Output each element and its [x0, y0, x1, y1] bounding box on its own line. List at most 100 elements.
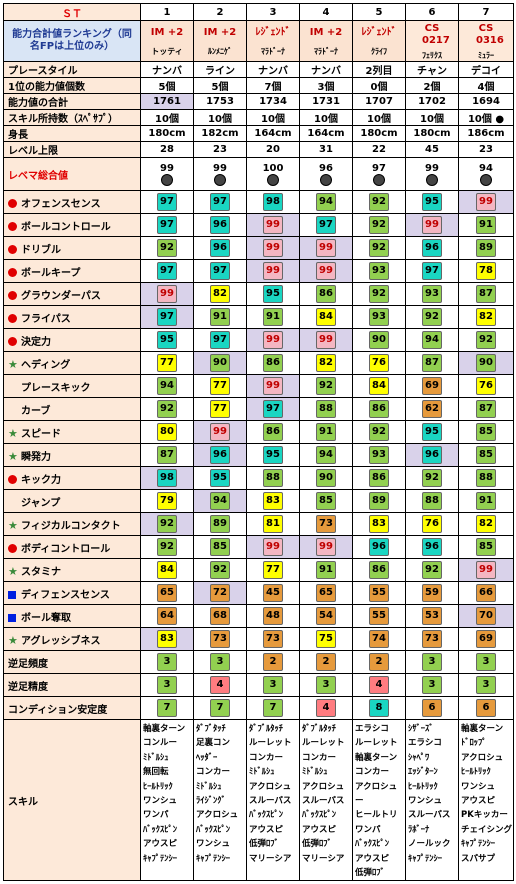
ability-value: 77	[210, 400, 230, 418]
ability-value: 77	[263, 561, 283, 579]
cell-skills: 10個	[140, 109, 194, 126]
ability-cell: 92	[352, 236, 406, 260]
cond-value: 4	[316, 699, 336, 717]
cell-lvcap: 23	[458, 141, 514, 158]
ability-value: 55	[369, 607, 389, 625]
player-card[interactable]: CS 0217 ﾌｪﾘｸｽ	[405, 20, 459, 62]
cond-cell: 3	[193, 650, 247, 674]
ability-value: 91	[316, 561, 336, 579]
ability-value: 82	[476, 308, 496, 326]
cond-label: 逆足精度	[3, 673, 141, 697]
ability-value: 87	[476, 285, 496, 303]
skill-item: 無回転	[143, 767, 169, 778]
ability-cell: 82	[193, 282, 247, 306]
ability-cell: 83	[140, 627, 194, 651]
ability-row: グラウンダーパス 99 82 95 86 92 93 87	[3, 282, 514, 306]
red-dot-icon	[8, 336, 17, 346]
cell-lvcap: 20	[246, 141, 300, 158]
player-card[interactable]: ﾚｼﾞｪﾝﾄﾞ ｸﾗｲﾌ	[352, 20, 406, 62]
player-card[interactable]: IM +2 ﾙﾝﾒﾆｹﾞ	[193, 20, 247, 62]
cond-value: 3	[157, 676, 177, 694]
row-label: プレースタイル	[3, 61, 141, 78]
ability-row: オフェンスセンス 97 97 98 94 92 95 99	[3, 190, 514, 214]
ability-cell: 92	[140, 535, 194, 559]
ability-name: プレースキック	[21, 382, 91, 394]
cell-lvcap: 31	[299, 141, 353, 158]
skill-item: スパサプ	[461, 853, 496, 864]
ability-value: 65	[157, 584, 177, 602]
skill-list: ﾀﾞﾌﾞﾙﾀｯﾁ ルーレット コンカー ﾐﾄﾞﾙｼｭ アクロシュ スルーパス ﾊﾞｯｸｽﾋﾟ…	[246, 718, 300, 882]
ability-cell: 87	[458, 397, 514, 421]
ability-name: グラウンダーパス	[21, 290, 101, 302]
ability-value: 98	[157, 469, 177, 487]
ability-cell: 87	[140, 443, 194, 467]
cond-cell: 6	[458, 696, 514, 720]
ability-value: 92	[422, 469, 442, 487]
cell-lvcap: 45	[405, 141, 459, 158]
ability-cell: 55	[352, 604, 406, 628]
cond-cell: 3	[140, 673, 194, 697]
player-kind: IM +2	[309, 27, 343, 38]
red-dot-icon	[8, 290, 17, 300]
cond-label: 逆足頻度	[3, 650, 141, 674]
ability-value: 65	[316, 584, 336, 602]
ability-value: 97	[210, 331, 230, 349]
cond-cell: 7	[193, 696, 247, 720]
skill-item: ワンシュ	[461, 781, 496, 792]
cell-height: 164cm	[246, 125, 300, 142]
ability-value: 68	[210, 607, 230, 625]
ability-value: 86	[263, 423, 283, 441]
ability-value: 95	[263, 285, 283, 303]
skill-item: ﾐﾄﾞﾙｼｭ	[302, 767, 328, 778]
cond-value: 2	[369, 653, 389, 671]
player-card[interactable]: IM +2 トッティ	[140, 20, 194, 62]
star-icon: ★	[8, 633, 18, 647]
ability-cell: 80	[140, 420, 194, 444]
ability-cell: 83	[246, 489, 300, 513]
player-kind: ﾚｼﾞｪﾝﾄﾞ	[255, 27, 291, 38]
ability-cell: 85	[458, 443, 514, 467]
player-card[interactable]: CS 0316 ﾐｭﾗｰ	[458, 20, 514, 62]
ability-value: 84	[316, 308, 336, 326]
player-kind: ﾚｼﾞｪﾝﾄﾞ	[361, 27, 397, 38]
row-skills: スキル所持数（ｽﾍﾟｻﾌﾟ） 10個 10個 10個 10個 10個 10個 10個 ●	[3, 109, 514, 126]
ability-cell: 86	[352, 466, 406, 490]
skill-item: アウスピ	[249, 824, 284, 835]
skill-item: コンカー	[249, 752, 284, 763]
skill-item: 足裏コン	[196, 738, 231, 749]
ability-cell: 85	[193, 535, 247, 559]
ability-row: ボディコントロール 92 85 99 99 96 96 85	[3, 535, 514, 559]
cond-value: 7	[157, 699, 177, 717]
ability-cell: 91	[299, 558, 353, 582]
row-height: 身長 180cm 182cm 164cm 164cm 180cm 180cm 186cm	[3, 125, 514, 142]
ability-cell: 88	[405, 489, 459, 513]
ability-value: 99	[476, 561, 496, 579]
ability-cell: 90	[299, 466, 353, 490]
skill-item: スルーパス	[408, 810, 451, 821]
ability-value: 70	[476, 607, 496, 625]
skill-item: 低弾ﾛﾌﾞ	[249, 839, 279, 850]
cond-value: 3	[422, 676, 442, 694]
ability-row: ボール奪取 64 68 48 54 55 53 70	[3, 604, 514, 628]
cell-total: 1702	[405, 93, 459, 110]
ability-cell: 90	[193, 351, 247, 375]
row-label: スキル所持数（ｽﾍﾟｻﾌﾟ）	[3, 109, 141, 126]
skill-item: ﾊﾞｯｸｽﾋﾟﾝ	[355, 839, 390, 850]
player-card[interactable]: IM +2 ﾏﾗﾄﾞｰﾅ	[299, 20, 353, 62]
ability-value: 97	[210, 193, 230, 211]
ability-cell: 99	[299, 328, 353, 352]
player-card[interactable]: ﾚｼﾞｪﾝﾄﾞ ﾏﾗﾄﾞｰﾅ	[246, 20, 300, 62]
ability-value: 89	[210, 515, 230, 533]
ability-value: 92	[157, 538, 177, 556]
ability-name: フィジカルコンタクト	[21, 520, 121, 532]
cell-height: 180cm	[140, 125, 194, 142]
ability-label: ボール奪取	[3, 604, 141, 628]
ability-cell: 70	[458, 604, 514, 628]
ability-cell: 92	[299, 374, 353, 398]
skill-item: 低弾ﾛﾌﾞ	[302, 839, 332, 850]
ability-cell: 88	[458, 466, 514, 490]
ability-value: 83	[263, 492, 283, 510]
ability-value: 84	[157, 561, 177, 579]
skill-item: アウスピ	[355, 853, 390, 864]
ability-name: キック力	[21, 474, 61, 486]
